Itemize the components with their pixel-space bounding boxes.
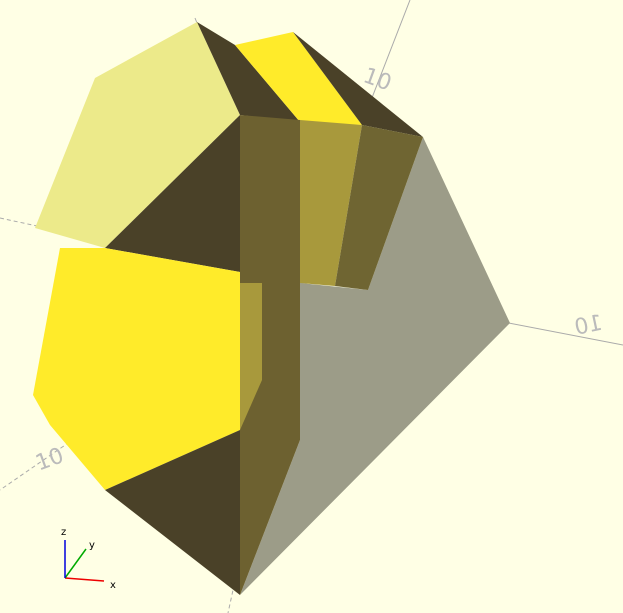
face [235,32,362,125]
face [33,248,240,490]
face [300,120,362,286]
model [33,22,510,595]
face [335,125,423,290]
face [105,430,240,595]
face [240,137,510,595]
axis-gizmo: x y z [61,527,116,591]
face [197,22,300,122]
face [240,115,300,283]
face [293,32,423,137]
face [35,22,240,248]
face [105,115,240,272]
gizmo-y-label: y [89,540,95,551]
axis-label: 10 [572,311,605,341]
gizmo-y-axis [64,548,87,579]
gizmo-x-label: x [110,580,116,591]
gizmo-x-axis [64,577,105,582]
face [240,283,262,430]
gizmo-z-label: z [61,527,66,538]
